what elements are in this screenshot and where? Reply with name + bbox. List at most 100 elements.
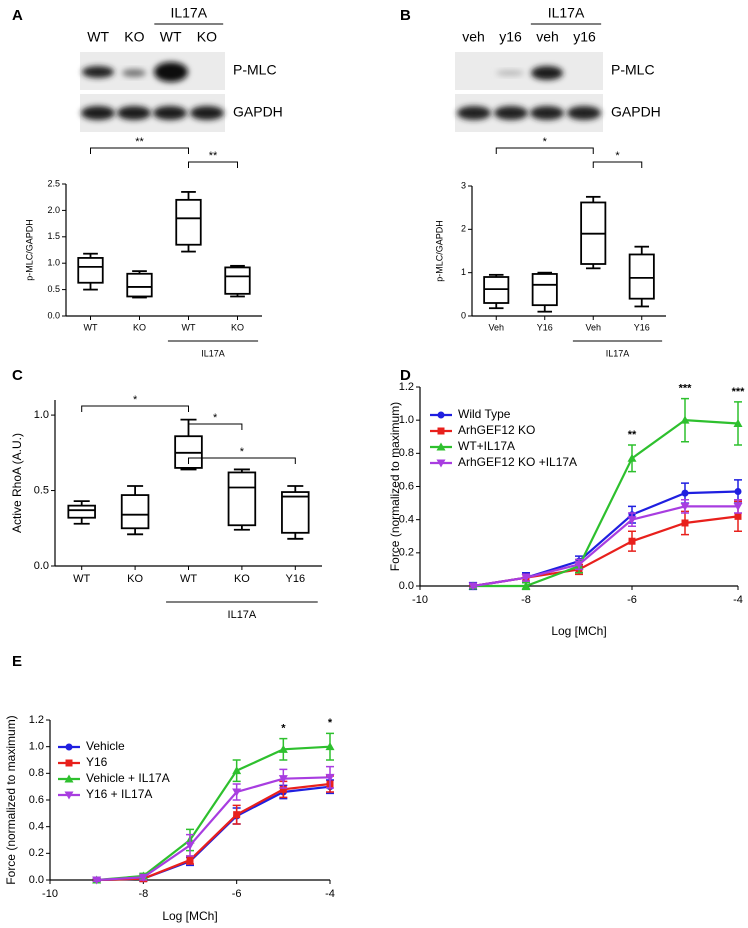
data-point xyxy=(325,773,335,782)
data-point xyxy=(92,876,102,885)
data-point xyxy=(185,841,195,850)
y-tick-label: 0.5 xyxy=(47,284,60,294)
y-tick-label: 0.6 xyxy=(399,480,414,492)
legend-label: Vehicle + IL17A xyxy=(86,771,170,785)
legend-label: ArhGEF12 KO +IL17A xyxy=(458,455,577,469)
x-tick-label: KO xyxy=(234,573,250,585)
data-point xyxy=(232,766,242,775)
data-point xyxy=(468,582,478,591)
bracket xyxy=(81,405,189,412)
y-axis-label: Force (normalized to maximum) xyxy=(4,715,18,884)
y-tick-label: 1.2 xyxy=(399,381,414,393)
data-point xyxy=(278,775,288,784)
blot-image-b xyxy=(455,52,603,132)
group-label: IL17A xyxy=(201,348,225,358)
lane-label: y16 xyxy=(499,29,522,45)
annotation: ** xyxy=(628,429,637,441)
legend-marker xyxy=(436,442,446,451)
y-tick-label: 1.5 xyxy=(47,231,60,241)
y-tick-label: 0.2 xyxy=(399,547,414,559)
legend-label: Vehicle xyxy=(86,739,125,753)
panel-letter: E xyxy=(12,653,22,670)
lane-label: KO xyxy=(197,29,217,45)
annotation: *** xyxy=(679,383,693,395)
y-tick-label: 2.5 xyxy=(47,178,60,188)
lane-label: veh xyxy=(536,29,559,45)
x-tick-label: Y16 xyxy=(286,573,306,585)
y-tick-label: 0 xyxy=(461,310,466,320)
panel-letter: B xyxy=(400,7,411,24)
series-line xyxy=(96,782,331,882)
y-tick-label: 0.4 xyxy=(399,514,414,526)
lane-label: KO xyxy=(124,29,144,45)
box xyxy=(224,266,251,295)
x-tick-label: Veh xyxy=(585,322,601,332)
x-axis-label: Log [MCh] xyxy=(551,624,606,638)
blot-row-label: P-MLC xyxy=(233,62,277,78)
box xyxy=(281,491,310,534)
bracket-label: ** xyxy=(209,150,218,162)
data-point xyxy=(733,502,743,511)
lane-group-label: IL17A xyxy=(170,5,207,21)
y-tick-label: 0.5 xyxy=(34,484,49,496)
y-tick-label: 0.8 xyxy=(29,767,44,779)
series-line xyxy=(473,419,739,588)
data-point xyxy=(521,574,531,583)
data-point xyxy=(521,581,531,590)
data-point xyxy=(733,418,743,427)
legend-label: ArhGEF12 KO xyxy=(458,423,535,437)
box xyxy=(67,504,96,519)
x-axis-label: Log [MCh] xyxy=(162,909,217,923)
legend-marker xyxy=(64,774,74,783)
bracket-label: * xyxy=(133,394,138,406)
lane-label: veh xyxy=(462,29,485,45)
annotation: * xyxy=(328,717,333,729)
legend-marker xyxy=(65,743,73,751)
panel-letter: C xyxy=(12,367,23,384)
y-tick-label: 1.2 xyxy=(29,714,44,726)
data-point xyxy=(325,742,335,751)
legend-label: Y16 + IL17A xyxy=(86,787,152,801)
panel-letter: D xyxy=(400,367,411,384)
box xyxy=(126,272,153,298)
data-point xyxy=(681,519,689,527)
bracket-label: * xyxy=(615,150,620,162)
series-line xyxy=(472,515,739,588)
y-tick-label: 2.0 xyxy=(47,205,60,215)
y-axis-label: Active RhoA (A.U.) xyxy=(10,433,24,533)
blot-row-label: GAPDH xyxy=(611,104,661,120)
lane-label: WT xyxy=(87,29,109,45)
legend-marker xyxy=(437,427,445,435)
bracket-label: * xyxy=(213,412,218,424)
x-tick-label: -8 xyxy=(138,888,148,900)
annotation: * xyxy=(281,723,286,735)
legend-marker xyxy=(436,459,446,468)
data-point xyxy=(734,487,742,495)
box xyxy=(628,253,655,300)
y-tick-label: 0.8 xyxy=(399,447,414,459)
bracket xyxy=(90,147,189,154)
bracket xyxy=(188,457,296,464)
x-tick-label: Y16 xyxy=(537,322,553,332)
y-tick-label: 0.0 xyxy=(29,874,44,886)
bracket xyxy=(188,423,243,430)
y-tick-label: 0.6 xyxy=(29,794,44,806)
legend-marker xyxy=(64,791,74,800)
data-point xyxy=(628,537,636,545)
y-tick-label: 0.2 xyxy=(29,847,44,859)
y-axis-label: Force (normalized to maximum) xyxy=(388,402,402,571)
data-point xyxy=(138,873,148,882)
data-point xyxy=(233,811,241,819)
data-point xyxy=(627,516,637,525)
x-tick-label: KO xyxy=(127,573,143,585)
lane-group-label: IL17A xyxy=(548,5,585,21)
lane-label: WT xyxy=(160,29,182,45)
box xyxy=(77,257,104,284)
series-line xyxy=(96,776,331,882)
x-tick-label: -6 xyxy=(627,594,637,606)
y-axis-label: p-MLC/GAPDH xyxy=(434,220,444,282)
box xyxy=(120,494,150,530)
box xyxy=(227,471,257,527)
x-tick-label: KO xyxy=(231,322,244,332)
y-tick-label: 2 xyxy=(461,224,466,234)
